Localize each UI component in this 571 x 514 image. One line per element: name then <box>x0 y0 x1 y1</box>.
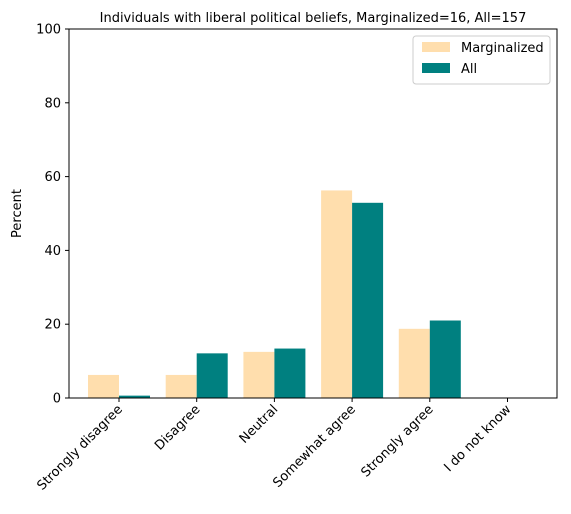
y-axis-label: Percent <box>10 189 25 238</box>
bar-marginalized-somewhat-agree <box>321 190 353 398</box>
legend-swatch-all <box>422 63 450 73</box>
bar-marginalized-strongly-disagree <box>88 374 119 398</box>
bars-group <box>88 190 461 398</box>
y-tick-label: 20 <box>44 318 61 333</box>
y-axis: 0 20 40 60 80 100 <box>36 23 69 407</box>
x-tick-label: Neutral <box>237 402 282 447</box>
legend-label-all: All <box>461 62 477 77</box>
x-tick-label: Strongly agree <box>358 402 436 480</box>
plot-frame <box>68 28 558 399</box>
bar-marginalized-strongly-agree <box>398 328 430 398</box>
bar-all-disagree <box>196 353 228 398</box>
bar-marginalized-neutral <box>243 351 275 398</box>
bar-all-somewhat-agree <box>352 202 384 398</box>
y-tick-label: 60 <box>44 170 61 185</box>
x-tick-label: Somewhat agree <box>270 402 359 491</box>
legend-swatch-marginalized <box>422 42 450 52</box>
y-tick-label: 40 <box>44 244 61 259</box>
x-axis: Strongly disagree Disagree NeutralSomewhat… <box>34 398 515 494</box>
y-tick-label: 100 <box>36 23 61 38</box>
bar-marginalized-disagree <box>165 374 197 398</box>
y-tick-label: 0 <box>53 392 61 407</box>
bar-all-neutral <box>274 348 306 398</box>
x-tick-label: Strongly disagree <box>34 402 125 493</box>
legend-label-marginalized: Marginalized <box>461 41 544 56</box>
y-tick-label: 80 <box>44 96 61 111</box>
x-tick-label: I do not know <box>441 402 514 475</box>
x-tick-label: Disagree <box>152 402 203 453</box>
legend: Marginalized All <box>412 35 551 85</box>
bar-all-strongly-agree <box>429 320 461 398</box>
chart-title: Individuals with liberal political belie… <box>100 11 527 26</box>
bar-all-strongly-disagree <box>119 395 150 398</box>
